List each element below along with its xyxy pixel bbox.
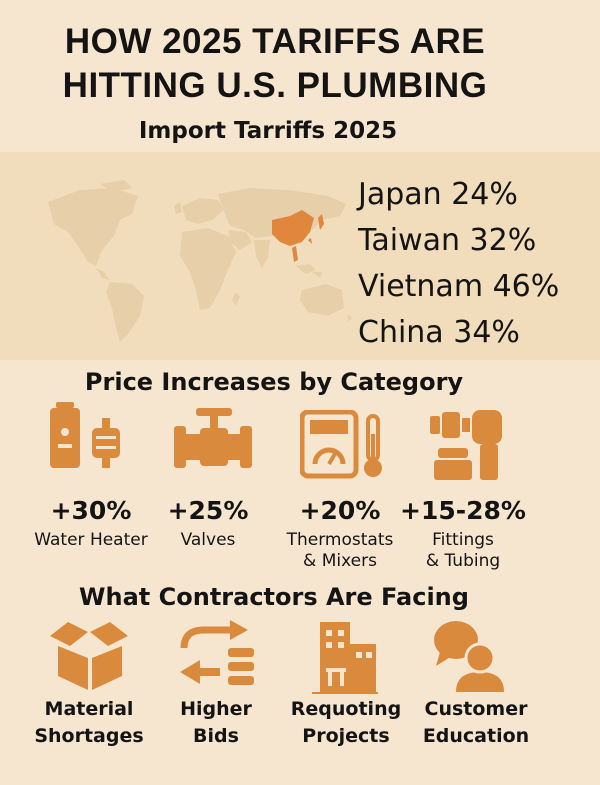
vietnam-highlight bbox=[292, 246, 298, 262]
category-label: Fittings & Tubing bbox=[425, 530, 501, 571]
tariff-vietnam: Vietnam 46% bbox=[358, 269, 560, 304]
category-pct: +30% bbox=[50, 496, 132, 525]
pipe-fitting-icon bbox=[430, 410, 502, 480]
china-highlight bbox=[272, 210, 314, 246]
box-icon bbox=[50, 622, 128, 690]
category-fittings: +15-28% Fittings & Tubing bbox=[396, 496, 530, 572]
category-pct: +25% bbox=[167, 496, 249, 525]
world-map-panel bbox=[0, 152, 600, 360]
tariff-list: Japan 24% Taiwan 32% Vietnam 46% China 3… bbox=[358, 172, 559, 356]
taiwan-highlight bbox=[308, 238, 312, 244]
category-label: Valves bbox=[180, 530, 236, 550]
exchange-arrows-icon bbox=[180, 620, 254, 685]
title-line-1: HOW 2025 TARIFFS ARE bbox=[64, 22, 486, 61]
water-heater-icon bbox=[50, 402, 120, 468]
facing-customer-education: Customer Education bbox=[422, 698, 530, 747]
facing-material-shortages: Material Shortages bbox=[34, 698, 144, 747]
category-label: Thermostats & Mixers bbox=[286, 530, 394, 571]
tariff-china: China 34% bbox=[358, 315, 520, 350]
tariff-japan: Japan 24% bbox=[358, 177, 518, 212]
contractors-heading: What Contractors Are Facing bbox=[79, 583, 469, 611]
category-heading: Price Increases by Category bbox=[84, 368, 464, 396]
category-label: Water Heater bbox=[34, 530, 148, 550]
tariff-taiwan: Taiwan 32% bbox=[358, 223, 537, 258]
category-water-heater: +30% Water Heater bbox=[20, 496, 162, 551]
subtitle: Import Tarriffs 2025 bbox=[138, 118, 398, 144]
building-icon bbox=[312, 622, 378, 694]
category-thermostats: +20% Thermostats & Mixers bbox=[270, 496, 410, 572]
thermostat-icon bbox=[300, 410, 382, 479]
chat-user-icon bbox=[434, 621, 504, 692]
facing-higher-bids: Higher Bids bbox=[180, 698, 252, 747]
world-map bbox=[48, 180, 352, 342]
title-line-2: HITTING U.S. PLUMBING bbox=[62, 66, 488, 105]
valve-icon bbox=[174, 408, 252, 468]
japan-highlight bbox=[318, 214, 324, 230]
facing-requoting-projects: Requoting Projects bbox=[290, 698, 402, 747]
category-pct: +20% bbox=[299, 496, 381, 525]
page-title: HOW 2025 TARIFFS ARE HITTING U.S. PLUMBI… bbox=[40, 20, 510, 108]
category-valves: +25% Valves bbox=[160, 496, 256, 551]
category-pct: +15-28% bbox=[400, 496, 526, 525]
